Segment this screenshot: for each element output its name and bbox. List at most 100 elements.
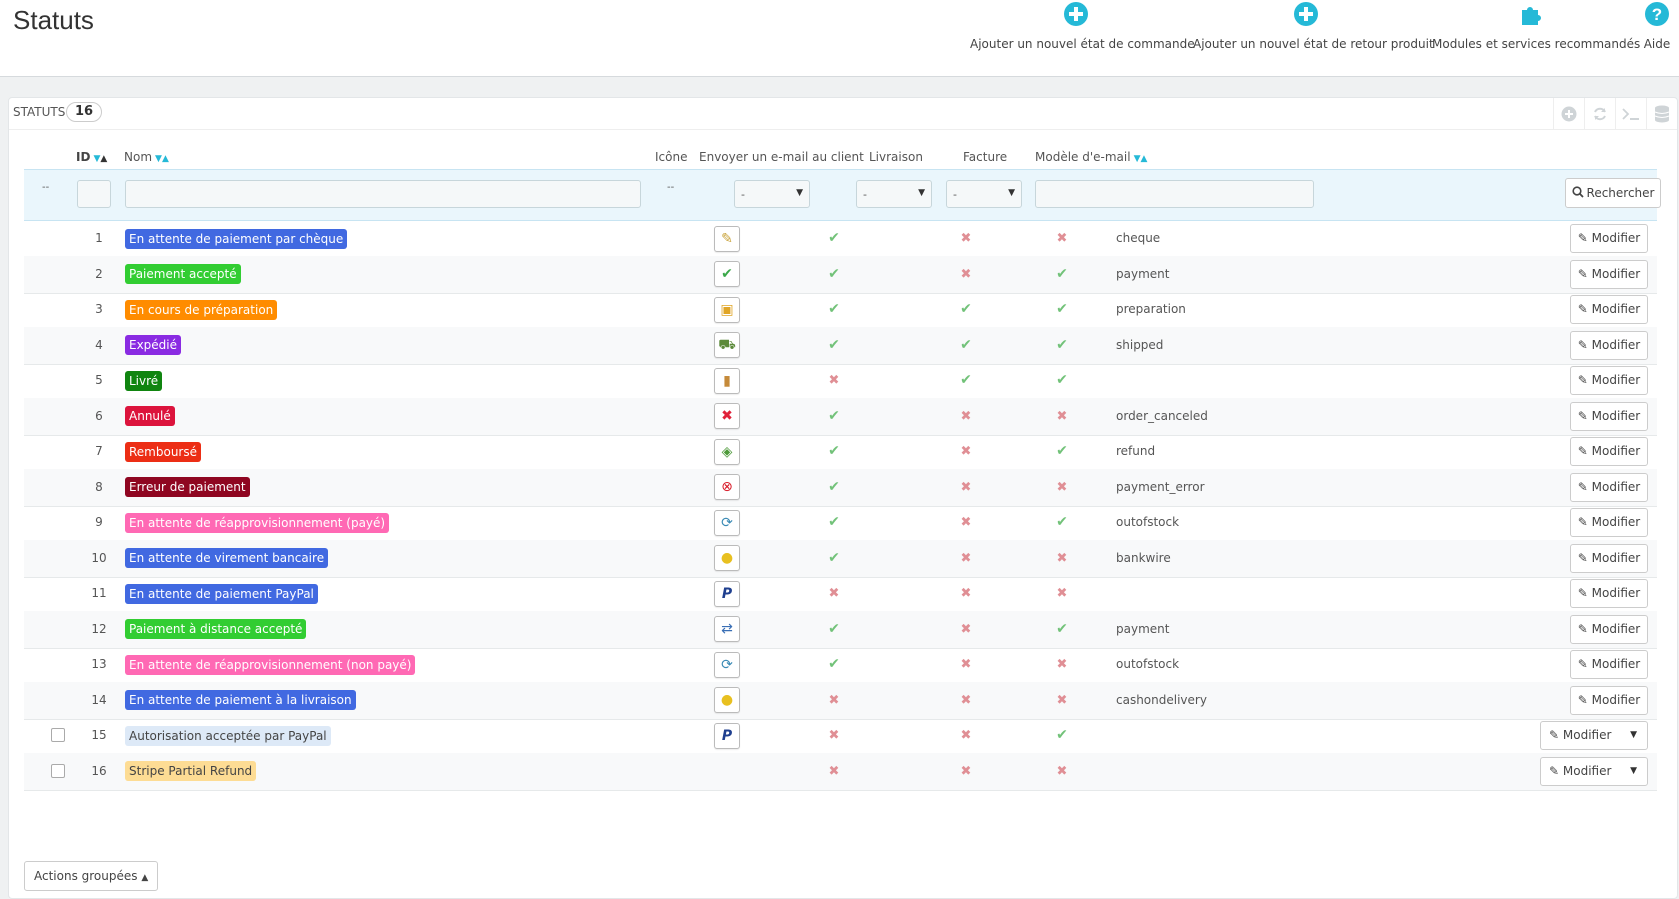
invoice-flag[interactable]: ✔ — [1047, 433, 1077, 470]
delivery-flag[interactable]: ✖ — [951, 469, 981, 506]
edit-button[interactable]: ✎ Modifier — [1570, 401, 1648, 431]
invoice-flag[interactable]: ✖ — [1047, 398, 1077, 435]
edit-button[interactable]: ✎ Modifier — [1570, 543, 1648, 573]
send-email-flag[interactable]: ✔ — [819, 327, 849, 364]
invoice-flag[interactable]: ✔ — [1047, 504, 1077, 541]
invoice-flag[interactable]: ✖ — [1047, 575, 1077, 612]
edit-button[interactable]: ✎ Modifier — [1570, 614, 1648, 644]
invoice-flag[interactable]: ✖ — [1047, 220, 1077, 257]
invoice-flag[interactable]: ✖ — [1047, 646, 1077, 683]
table-row[interactable]: 2 Paiement accepté ✔ ✔ ✖ ✔ payment ✎ Modifier — [24, 255, 1657, 294]
table-row[interactable]: 14 En attente de paiement à la livraison ●… — [24, 681, 1657, 720]
table-row[interactable]: 13 En attente de réapprovisionnement (non… — [24, 646, 1657, 684]
edit-button[interactable]: ✎ Modifier — [1570, 437, 1648, 466]
table-row[interactable]: 8 Erreur de paiement ⊗ ✔ ✖ ✖ payment_error ✎ Mo… — [24, 468, 1657, 507]
send-email-flag[interactable]: ✖ — [819, 753, 849, 790]
send-email-flag[interactable]: ✔ — [819, 646, 849, 683]
sort-name-controls[interactable]: ▼▲ — [155, 154, 169, 164]
delivery-filter-select[interactable]: - ▼ — [856, 180, 932, 208]
sort-asc-icon[interactable]: ▲ — [1140, 154, 1148, 164]
invoice-filter-select[interactable]: - ▼ — [946, 180, 1022, 208]
row-select-checkbox[interactable] — [51, 728, 65, 742]
send-email-flag[interactable]: ✔ — [819, 256, 849, 293]
refresh-tool[interactable] — [1584, 98, 1615, 129]
table-row[interactable]: 1 En attente de paiement par chèque ✎ ✔ ✖ ✖ ch… — [24, 220, 1657, 258]
invoice-flag[interactable]: ✔ — [1047, 291, 1077, 328]
delivery-flag[interactable]: ✖ — [951, 398, 981, 435]
delivery-flag[interactable]: ✖ — [951, 575, 981, 612]
invoice-flag[interactable]: ✔ — [1047, 256, 1077, 293]
edit-button[interactable]: ✎ Modifier — [1570, 295, 1648, 324]
delivery-flag[interactable]: ✖ — [951, 433, 981, 470]
sort-asc-icon[interactable]: ▲ — [161, 154, 169, 164]
delivery-flag[interactable]: ✔ — [951, 291, 981, 328]
table-row[interactable]: 16 Stripe Partial Refund ✖ ✖ ✖ ✎ Modifier ▼ — [24, 752, 1657, 791]
table-row[interactable]: 9 En attente de réapprovisionnement (payé… — [24, 504, 1657, 542]
sort-desc-icon[interactable]: ▼ — [93, 154, 101, 164]
edit-button[interactable]: ✎ Modifier — [1570, 366, 1648, 395]
table-row[interactable]: 4 Expédié ⛟ ✔ ✔ ✔ shipped ✎ Modifier — [24, 326, 1657, 365]
caret-down-icon[interactable]: ▼ — [1630, 765, 1637, 776]
delivery-flag[interactable]: ✖ — [951, 540, 981, 577]
send-email-flag[interactable]: ✖ — [819, 682, 849, 719]
table-row[interactable]: 6 Annulé ✖ ✔ ✖ ✖ order_canceled ✎ Modifier — [24, 397, 1657, 436]
id-filter-input[interactable] — [77, 180, 111, 208]
row-select-checkbox[interactable] — [51, 763, 65, 778]
edit-button[interactable]: ✎ Modifier — [1570, 579, 1648, 608]
send-email-flag[interactable]: ✖ — [819, 575, 849, 612]
table-row[interactable]: 3 En cours de préparation ▣ ✔ ✔ ✔ preparation ✎… — [24, 291, 1657, 329]
delivery-flag[interactable]: ✖ — [951, 611, 981, 648]
recommended-modules-button[interactable]: Modules et services recommandés — [1432, 0, 1640, 60]
delivery-flag[interactable]: ✖ — [951, 717, 981, 754]
edit-button[interactable]: ✎ Modifier ▼ — [1540, 756, 1648, 786]
send-email-flag[interactable]: ✔ — [819, 398, 849, 435]
edit-button[interactable]: ✎ Modifier — [1570, 330, 1648, 360]
invoice-flag[interactable]: ✔ — [1047, 327, 1077, 364]
add-order-state-button[interactable]: Ajouter un nouvel état de commande — [970, 0, 1195, 60]
table-row[interactable]: 12 Paiement à distance accepté ⇄ ✔ ✖ ✔ payment… — [24, 610, 1657, 649]
send-email-filter-select[interactable]: - ▼ — [734, 180, 810, 208]
delivery-flag[interactable]: ✖ — [951, 682, 981, 719]
send-email-flag[interactable]: ✔ — [819, 504, 849, 541]
sort-template-controls[interactable]: ▼▲ — [1134, 154, 1148, 164]
delivery-flag[interactable]: ✖ — [951, 646, 981, 683]
invoice-flag[interactable]: ✔ — [1047, 717, 1077, 754]
invoice-flag[interactable]: ✖ — [1047, 682, 1077, 719]
delivery-flag[interactable]: ✖ — [951, 753, 981, 790]
delivery-flag[interactable]: ✖ — [951, 256, 981, 293]
delivery-flag[interactable]: ✖ — [951, 504, 981, 541]
send-email-flag[interactable]: ✔ — [819, 540, 849, 577]
edit-button[interactable]: ✎ Modifier — [1570, 508, 1648, 537]
delivery-flag[interactable]: ✔ — [951, 362, 981, 399]
edit-button[interactable]: ✎ Modifier — [1570, 472, 1648, 502]
name-filter-input[interactable] — [125, 180, 641, 208]
sort-id-controls[interactable]: ▼▲ — [93, 154, 107, 164]
invoice-flag[interactable]: ✖ — [1047, 540, 1077, 577]
delivery-flag[interactable]: ✖ — [951, 220, 981, 257]
table-row[interactable]: 11 En attente de paiement PayPal P ✖ ✖ ✖ ✎ Mod… — [24, 575, 1657, 613]
add-return-state-button[interactable]: Ajouter un nouvel état de retour produit — [1193, 0, 1434, 60]
caret-down-icon[interactable]: ▼ — [1630, 730, 1637, 740]
sql-query-tool[interactable] — [1615, 98, 1646, 129]
delivery-flag[interactable]: ✔ — [951, 327, 981, 364]
send-email-flag[interactable]: ✔ — [819, 469, 849, 506]
email-template-filter-input[interactable] — [1035, 180, 1314, 208]
send-email-flag[interactable]: ✖ — [819, 717, 849, 754]
edit-button[interactable]: ✎ Modifier — [1570, 685, 1648, 715]
invoice-flag[interactable]: ✖ — [1047, 753, 1077, 790]
edit-button[interactable]: ✎ Modifier ▼ — [1540, 721, 1648, 750]
table-row[interactable]: 5 Livré ▮ ✖ ✔ ✔ ✎ Modifier — [24, 362, 1657, 400]
search-button[interactable]: Rechercher — [1565, 178, 1661, 208]
edit-button[interactable]: ✎ Modifier — [1570, 224, 1648, 253]
send-email-flag[interactable]: ✔ — [819, 433, 849, 470]
sort-desc-icon[interactable]: ▼ — [155, 154, 162, 164]
send-email-flag[interactable]: ✖ — [819, 362, 849, 399]
invoice-flag[interactable]: ✔ — [1047, 611, 1077, 648]
table-row[interactable]: 15 Autorisation acceptée par PayPal P ✖ ✖ ✔ ✎ … — [24, 717, 1657, 755]
invoice-flag[interactable]: ✖ — [1047, 469, 1077, 506]
sort-desc-icon[interactable]: ▼ — [1133, 154, 1141, 164]
help-button[interactable]: ? Aide — [1638, 0, 1676, 60]
invoice-flag[interactable]: ✔ — [1047, 362, 1077, 399]
add-new-tool[interactable] — [1553, 98, 1584, 129]
send-email-flag[interactable]: ✔ — [819, 611, 849, 648]
